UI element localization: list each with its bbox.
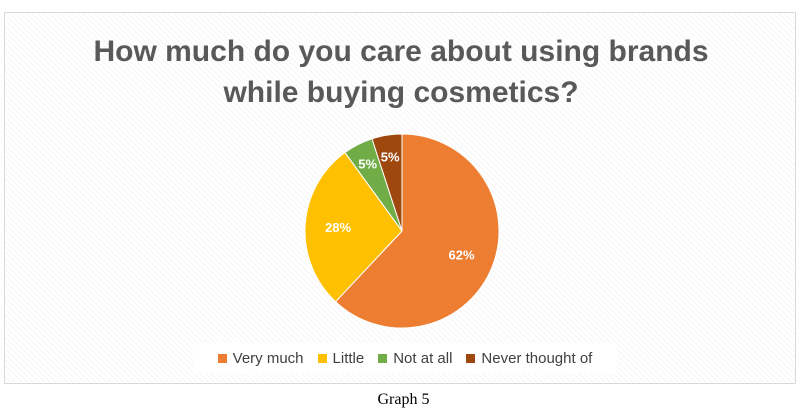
legend-swatch-little [317, 353, 327, 363]
data-label-never-thought-of: 5% [381, 149, 400, 164]
chart-legend: Very much Little Not at all Never though… [193, 343, 617, 373]
legend-label-very-much: Very much [232, 349, 304, 367]
chart-title-line-2: while buying cosmetics? [223, 76, 579, 109]
legend-label-not-at-all: Not at all [393, 349, 453, 367]
pie-chart: 62% 28% 5% 5% [304, 133, 500, 329]
legend-item-very-much: Very much [217, 349, 304, 367]
data-label-very-much: 62% [449, 248, 475, 263]
chart-title: How much do you care about using brands … [5, 31, 797, 113]
data-label-not-at-all: 5% [358, 157, 377, 172]
chart-area: How much do you care about using brands … [4, 12, 796, 384]
legend-item-never-thought-of: Never thought of [466, 350, 592, 367]
pie-slice-very-much [334, 133, 500, 329]
pie-slice-little [304, 151, 403, 303]
data-label-little: 28% [325, 220, 351, 235]
legend-swatch-not-at-all [378, 353, 388, 363]
legend-item-little: Little [317, 349, 365, 367]
legend-item-not-at-all: Not at all [378, 350, 452, 367]
legend-label-never-thought-of: Never thought of [481, 349, 593, 367]
legend-swatch-very-much [217, 353, 227, 363]
figure-caption: Graph 5 [377, 391, 430, 408]
chart-title-line-1: How much do you care about using brands [93, 35, 709, 68]
legend-swatch-never-thought-of [466, 353, 476, 363]
pie-slice-never-thought-of [371, 133, 403, 232]
legend-label-little: Little [332, 349, 365, 367]
